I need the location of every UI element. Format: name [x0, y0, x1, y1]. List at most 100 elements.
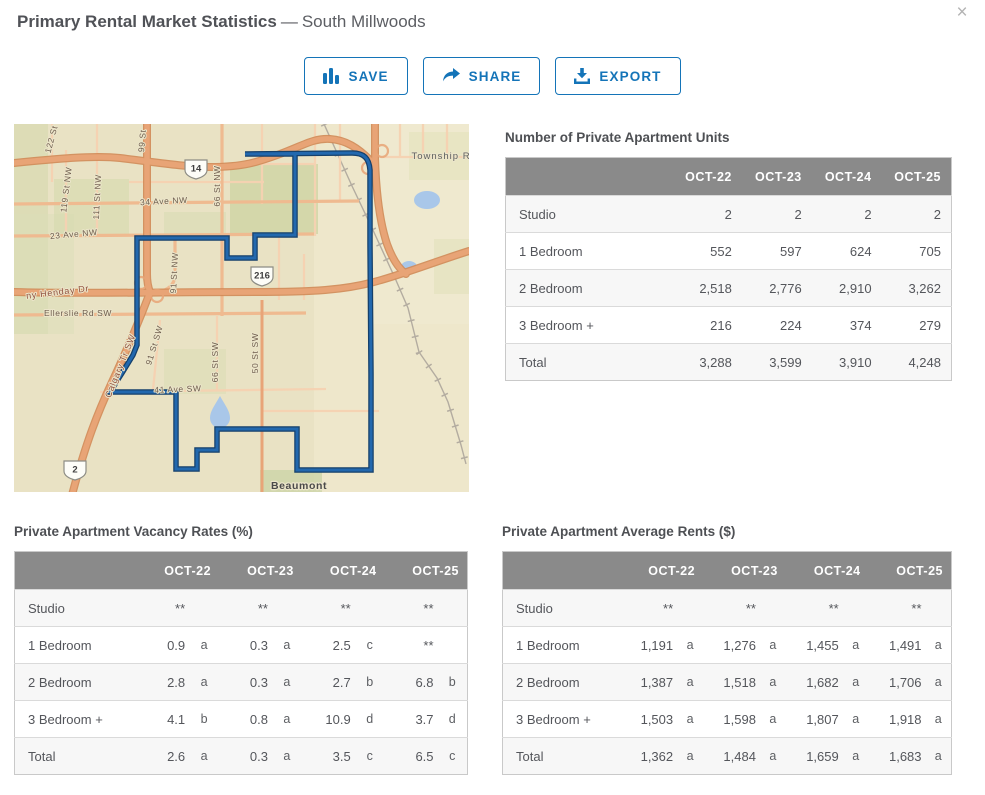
column-header-empty	[502, 551, 621, 590]
reliability-flag-cell: c	[354, 737, 385, 775]
row-label: 1 Bedroom	[502, 626, 621, 664]
reliability-flag-cell	[925, 589, 952, 627]
value-cell: 1,706	[868, 663, 926, 701]
reliability-flag-cell: a	[759, 663, 786, 701]
reliability-flag-cell: a	[842, 663, 869, 701]
value-cell: 1,659	[785, 737, 843, 775]
value-cell: 1,276	[703, 626, 760, 664]
row-label: Total	[505, 343, 673, 381]
table-row: Total 2.6 a 0.3 a 3.5 c 6.5 c	[14, 737, 468, 775]
rents-section: Private Apartment Average Rents ($) OCT-…	[502, 524, 952, 775]
reliability-flag-cell	[759, 589, 786, 627]
page-title-region: South Millwoods	[301, 12, 426, 31]
value-cell: 10.9	[301, 700, 355, 738]
highway-shield: 14	[184, 159, 208, 180]
table-row: 1 Bedroom 1,191 a 1,276 a 1,455 a 1,491 a	[502, 626, 952, 664]
street-label: 111 St NW	[91, 174, 103, 220]
value-cell: 2.5	[301, 626, 355, 664]
value-cell: **	[384, 589, 438, 627]
column-header: OCT-23	[741, 157, 812, 196]
value-cell: 2	[741, 195, 812, 233]
table-row: Studio 2 2 2 2	[505, 195, 952, 233]
value-cell: 1,503	[620, 700, 678, 738]
highway-shield-number: 14	[191, 164, 202, 175]
value-cell: 2.8	[136, 663, 190, 701]
value-cell: 4.1	[136, 700, 190, 738]
table-row: 1 Bedroom 552 597 624 705	[505, 232, 952, 270]
column-header: OCT-25	[384, 551, 468, 590]
highway-shields: 14 216 2	[63, 159, 274, 481]
value-cell: **	[301, 589, 355, 627]
table-row: 2 Bedroom 2.8 a 0.3 a 2.7 b 6.8 b	[14, 663, 468, 701]
reliability-flag-cell: b	[437, 663, 468, 701]
vacancy-table: OCT-22 OCT-23 OCT-24 OCT-25 Studio ** ** ** ** 1 …	[14, 551, 468, 775]
reliability-flag-cell	[189, 589, 220, 627]
place-label: Township R	[411, 151, 469, 162]
row-label: 3 Bedroom +	[502, 700, 621, 738]
reliability-flag-cell: a	[925, 663, 952, 701]
highway-shield: 2	[63, 460, 87, 481]
value-cell: 1,491	[868, 626, 926, 664]
value-cell: 374	[811, 306, 882, 344]
table-row: Total 3,288 3,599 3,910 4,248	[505, 343, 952, 381]
table-row: 3 Bedroom +4.1 b 0.8 a 10.9 d 3.7 d	[14, 700, 468, 738]
value-cell: 4,248	[881, 343, 952, 381]
download-icon	[574, 68, 591, 84]
value-cell: 705	[881, 232, 952, 270]
street-label: Ellerslie Rd SW	[44, 308, 112, 318]
column-header-empty	[14, 551, 137, 590]
street-label: 34 Ave NW	[140, 195, 188, 207]
reliability-flag-cell: a	[842, 700, 869, 738]
value-cell: 597	[741, 232, 812, 270]
table-row: Studio ** ** ** **	[502, 589, 952, 627]
close-button[interactable]: ×	[949, 0, 975, 26]
column-header: OCT-22	[672, 157, 742, 196]
value-cell: 2	[811, 195, 882, 233]
reliability-flag-cell: a	[677, 626, 704, 664]
reliability-flag-cell	[677, 589, 704, 627]
reliability-flag-cell: c	[354, 626, 385, 664]
table-row: 2 Bedroom 1,387 a 1,518 a 1,682 a 1,706 a	[502, 663, 952, 701]
value-cell: 1,598	[703, 700, 760, 738]
export-button-label: EXPORT	[599, 68, 662, 84]
value-cell: 2,910	[811, 269, 882, 307]
reliability-flag-cell: a	[677, 737, 704, 775]
value-cell: 3.5	[301, 737, 355, 775]
column-header: OCT-23	[219, 551, 302, 590]
reliability-flag-cell: a	[842, 737, 869, 775]
reliability-flag-cell	[842, 589, 869, 627]
value-cell: 216	[672, 306, 742, 344]
table-row: 2 Bedroom 2,518 2,776 2,910 3,262	[505, 269, 952, 307]
export-button[interactable]: EXPORT	[555, 57, 681, 95]
reliability-flag-cell: a	[925, 737, 952, 775]
reliability-flag-cell: a	[677, 663, 704, 701]
value-cell: 3,910	[811, 343, 882, 381]
row-label: Studio	[502, 589, 621, 627]
value-cell: 1,518	[703, 663, 760, 701]
value-cell: 6.5	[384, 737, 438, 775]
reliability-flag-cell: a	[925, 700, 952, 738]
map-canvas[interactable]: 14 216 2 122 St 119 St NW 111 St NW 99 St 66 S…	[14, 124, 469, 492]
rents-table: OCT-22 OCT-23 OCT-24 OCT-25 Studio ** ** ** ** 1 …	[502, 551, 952, 775]
value-cell: 3,599	[741, 343, 812, 381]
table-row: 3 Bedroom +216 224 374 279	[505, 306, 952, 344]
value-cell: 3.7	[384, 700, 438, 738]
street-label: 99 St	[136, 129, 148, 153]
value-cell: 1,455	[785, 626, 843, 664]
row-label: Studio	[505, 195, 673, 233]
vacancy-section: Private Apartment Vacancy Rates (%) OCT-…	[14, 524, 468, 775]
save-button[interactable]: SAVE	[304, 57, 408, 95]
share-arrow-icon	[442, 68, 460, 84]
row-label: 1 Bedroom	[505, 232, 673, 270]
highway-shield-number: 2	[72, 465, 77, 476]
column-header: OCT-25	[868, 551, 952, 590]
value-cell: **	[620, 589, 678, 627]
rents-table-title: Private Apartment Average Rents ($)	[502, 524, 736, 539]
value-cell: 1,387	[620, 663, 678, 701]
column-header: OCT-23	[703, 551, 786, 590]
street-label: 66 St SW	[210, 342, 220, 383]
row-label: Total	[502, 737, 621, 775]
share-button[interactable]: SHARE	[422, 57, 541, 95]
street-label: 66 St NW	[212, 165, 222, 206]
